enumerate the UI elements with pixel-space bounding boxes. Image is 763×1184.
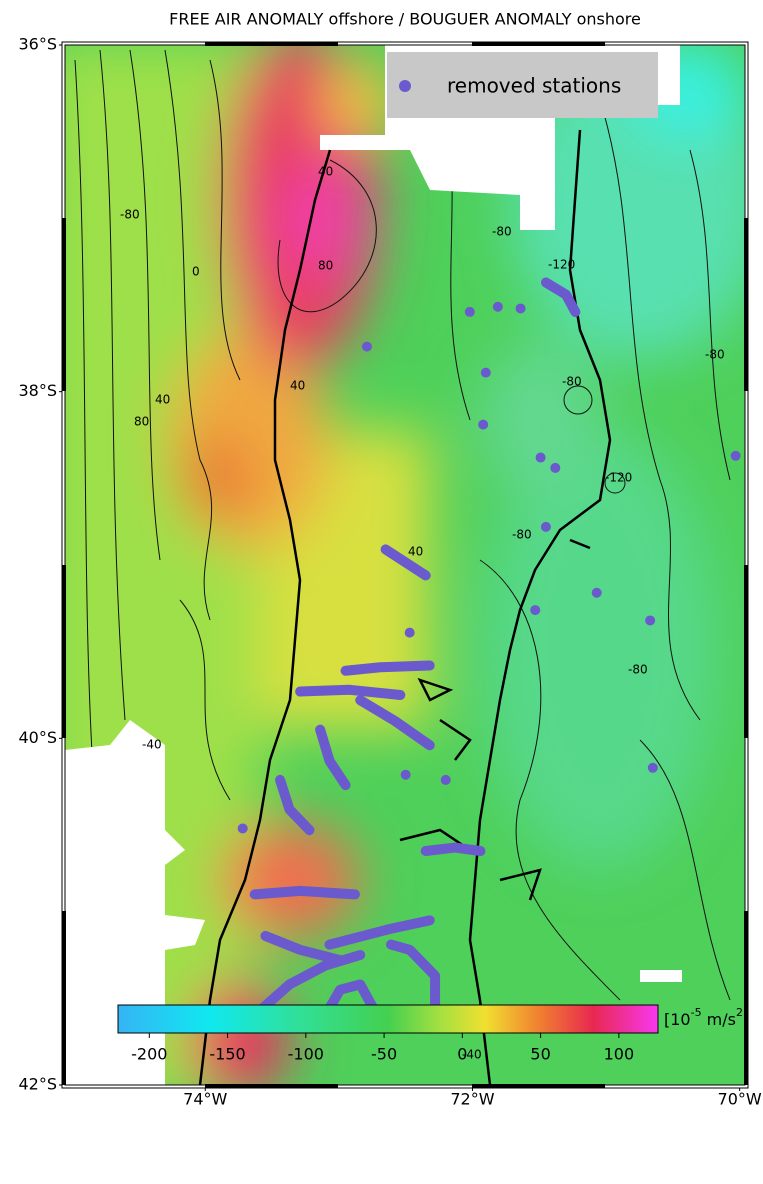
station-track	[255, 891, 355, 894]
station	[541, 522, 551, 532]
frame-bar	[744, 565, 748, 738]
lon-tick-label: 70°W	[718, 1090, 762, 1109]
station-track	[346, 666, 430, 671]
contour-label: -80	[120, 208, 140, 222]
contour-label: -40	[142, 738, 162, 752]
unit-exponent: -5	[691, 1006, 702, 1019]
contour-label: 80	[318, 259, 333, 273]
title: FREE AIR ANOMALY offshore / BOUGUER ANOM…	[169, 10, 641, 29]
contour-label: 40	[290, 379, 305, 393]
station	[465, 307, 475, 317]
station	[441, 775, 451, 785]
legend-label: removed stations	[447, 74, 621, 98]
unit-part: m/s	[702, 1010, 736, 1029]
station	[405, 628, 415, 638]
lat-tick-label: 40°S	[18, 728, 57, 747]
station	[648, 763, 658, 773]
station	[493, 302, 503, 312]
station	[592, 588, 602, 598]
colorbar-tick-label: 100	[604, 1045, 635, 1064]
colorbar-tick-label: 0	[457, 1045, 467, 1064]
frame-bar	[744, 218, 748, 391]
station	[536, 453, 546, 463]
station	[481, 368, 491, 378]
frame-bar	[205, 42, 338, 46]
contour-label: -80	[562, 375, 582, 389]
frame-bar	[472, 42, 605, 46]
station	[731, 451, 741, 461]
unit-part: ]	[743, 1010, 749, 1029]
station	[645, 615, 655, 625]
map-figure: FREE AIR ANOMALY offshore / BOUGUER ANOM…	[0, 0, 763, 1180]
no-data	[640, 970, 682, 982]
contour-label: -120	[548, 258, 575, 272]
contour-label: 0	[192, 265, 200, 279]
contour-label: 80	[134, 415, 149, 429]
lat-tick-label: 42°S	[18, 1075, 57, 1094]
frame-bar	[205, 1084, 338, 1088]
unit-part: [10	[664, 1010, 691, 1029]
station	[478, 420, 488, 430]
station	[238, 823, 248, 833]
contour-label: -80	[705, 348, 725, 362]
frame-bar	[62, 911, 66, 1085]
frame-bar	[744, 911, 748, 1085]
contour-label: -80	[512, 528, 532, 542]
frame-bar	[62, 218, 66, 391]
colorbar-tick-label: 50	[530, 1045, 550, 1064]
frame-bar	[472, 1084, 605, 1088]
lat-tick-label: 38°S	[18, 381, 57, 400]
station	[362, 342, 372, 352]
station	[516, 303, 526, 313]
station	[530, 605, 540, 615]
contour-label: -80	[492, 225, 512, 239]
contour-label: 40	[318, 165, 333, 179]
lon-tick-label: 72°W	[450, 1090, 494, 1109]
contour-label: 40	[155, 393, 170, 407]
station	[401, 770, 411, 780]
legend-marker	[399, 80, 411, 92]
contour-label: 40	[408, 545, 423, 559]
unit-exponent: 2	[736, 1006, 743, 1019]
legend: removed stations	[387, 52, 658, 118]
colorbar-tick-label: -150	[209, 1045, 245, 1064]
colorbar	[118, 1005, 658, 1033]
colorbar-tick-label: -100	[288, 1045, 324, 1064]
station-track	[426, 848, 481, 851]
colorbar-tick-label: -200	[131, 1045, 167, 1064]
contour-label: -80	[628, 663, 648, 677]
lat-tick-label: 36°S	[18, 35, 57, 54]
colorbar-tick-label: -50	[371, 1045, 397, 1064]
page: FREE AIR ANOMALY offshore / BOUGUER ANOM…	[0, 0, 763, 1184]
frame-bar	[62, 565, 66, 738]
station-track	[300, 690, 400, 695]
lon-tick-label: 74°W	[183, 1090, 227, 1109]
anomaly-field: -80 -80 -80 -80 -80 -80 40 40 40 40 80 8…	[40, 30, 763, 1100]
station	[550, 463, 560, 473]
contour-label: -120	[605, 471, 632, 485]
